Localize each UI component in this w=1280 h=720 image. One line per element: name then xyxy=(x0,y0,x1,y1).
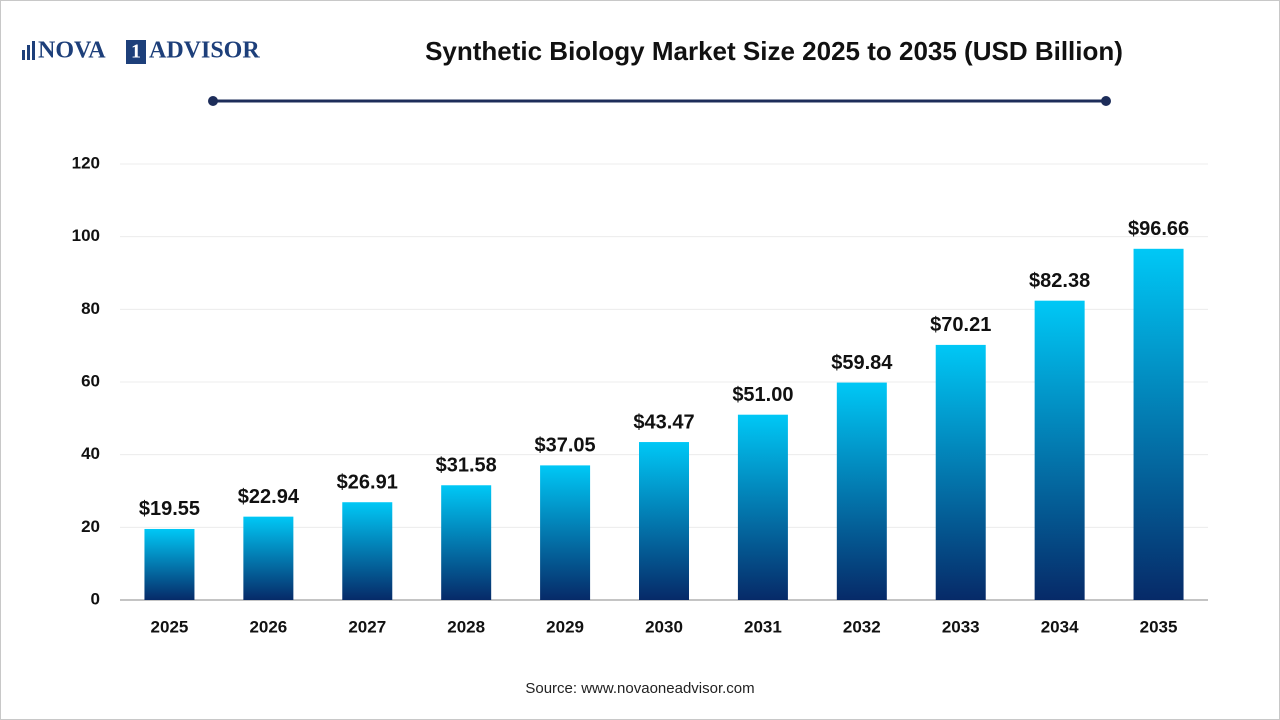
title-rule-dot xyxy=(1101,96,1111,106)
value-label: $70.21 xyxy=(930,314,991,336)
x-tick-label: 2029 xyxy=(546,617,584,636)
bar xyxy=(737,414,788,600)
value-label: $19.55 xyxy=(139,498,200,520)
value-label: $51.00 xyxy=(732,384,793,406)
y-tick-label: 120 xyxy=(72,153,100,172)
title-rule-dot xyxy=(208,96,218,106)
value-label: $26.91 xyxy=(337,472,398,494)
bar xyxy=(935,344,986,600)
logo-text: ADVISOR xyxy=(149,38,260,64)
bar xyxy=(540,465,591,600)
logo-box xyxy=(126,40,146,64)
x-tick-label: 2026 xyxy=(249,617,287,636)
value-label: $31.58 xyxy=(436,455,497,477)
logo-mark: 1 xyxy=(131,41,141,63)
bar xyxy=(836,382,887,600)
x-tick-label: 2027 xyxy=(348,617,386,636)
y-tick-label: 0 xyxy=(91,589,100,608)
x-tick-label: 2034 xyxy=(1041,617,1079,636)
value-label: $59.84 xyxy=(831,352,893,374)
value-label: $82.38 xyxy=(1029,270,1090,292)
bar xyxy=(1034,300,1085,600)
y-tick-label: 40 xyxy=(81,444,100,463)
logo-text: NOVA xyxy=(38,38,106,64)
bar xyxy=(1133,248,1184,600)
y-tick-label: 80 xyxy=(81,299,100,318)
bar xyxy=(441,485,492,600)
value-label: $43.47 xyxy=(633,411,694,433)
x-tick-label: 2033 xyxy=(942,617,980,636)
logo-bar xyxy=(32,41,35,60)
bar xyxy=(342,502,393,600)
value-label: $37.05 xyxy=(535,435,596,457)
y-tick-label: 60 xyxy=(81,371,100,390)
x-tick-label: 2030 xyxy=(645,617,683,636)
logo: NOVA 1 ADVISOR xyxy=(22,38,260,64)
chart-title: Synthetic Biology Market Size 2025 to 20… xyxy=(425,36,1123,66)
logo-bar xyxy=(27,45,30,60)
x-tick-label: 2025 xyxy=(151,617,189,636)
x-tick-label: 2035 xyxy=(1140,617,1178,636)
bar xyxy=(639,442,689,600)
bar xyxy=(243,516,294,600)
logo-bar xyxy=(22,50,25,60)
source: Source: www.novaoneadvisor.com xyxy=(525,680,754,697)
value-label: $96.66 xyxy=(1128,218,1189,240)
y-tick-label: 100 xyxy=(72,226,100,245)
x-tick-label: 2031 xyxy=(744,617,782,636)
value-label: $22.94 xyxy=(238,486,300,508)
y-tick-label: 20 xyxy=(81,517,100,536)
x-tick-label: 2032 xyxy=(843,617,881,636)
bar xyxy=(144,528,195,600)
x-tick-label: 2028 xyxy=(447,617,485,636)
